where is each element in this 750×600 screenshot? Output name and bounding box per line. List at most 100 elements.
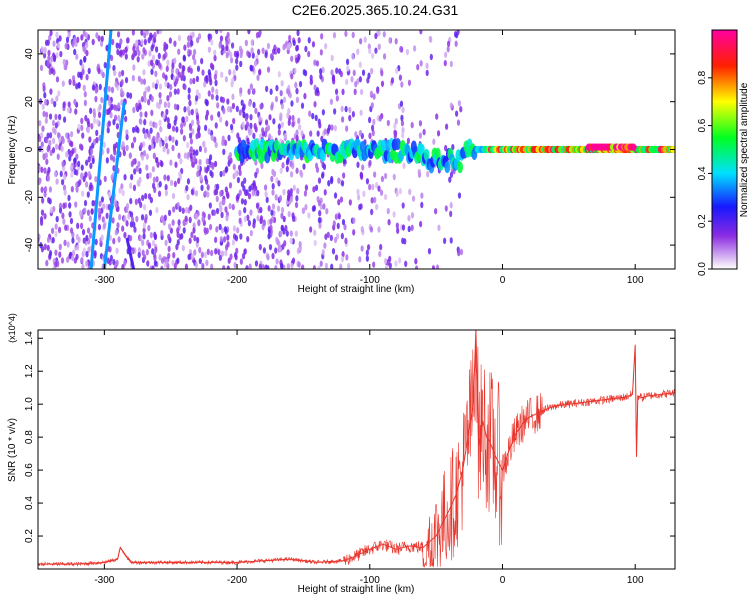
heatmap-cell [351,53,355,60]
heatmap-cell [335,95,339,102]
heatmap-cell [407,214,411,222]
heatmap-cell [173,40,177,47]
heatmap-cell [226,241,230,248]
heatmap-cell [249,113,253,121]
heatmap-cell [61,80,65,87]
heatmap-cell [319,260,323,267]
heatmap-cell [125,37,130,44]
heatmap-cell [201,69,205,76]
heatmap-cell [242,104,246,111]
heatmap-cell [215,226,219,233]
heatmap-cell [89,182,93,189]
heatmap-cell [216,183,220,191]
heatmap-cell [334,254,339,261]
heatmap-cell [47,55,51,62]
heatmap-cell [262,220,266,227]
heatmap-cell [164,189,169,197]
heatmap-cell [207,33,211,40]
heatmap-cell [151,265,155,269]
heatmap-cell [182,65,186,72]
heatmap-cell [126,91,130,99]
heatmap-cell [294,201,299,209]
heatmap-cell [219,190,223,197]
heatmap-cell [214,248,218,255]
heatmap-cell [47,49,51,57]
heatmap-cell [268,114,272,121]
heatmap-cell [189,146,193,153]
heatmap-cell [121,263,125,269]
heatmap-cell [444,205,448,212]
heatmap-cell [288,92,292,99]
heatmap-cell [144,111,148,118]
heatmap-cell [132,106,136,114]
heatmap-cell [449,202,453,209]
heatmap-cell [107,85,111,93]
heatmap-cell [180,74,184,81]
heatmap-cell [369,226,374,233]
heatmap-cell [268,243,273,251]
heatmap-cell [189,67,193,75]
heatmap-cell [419,30,423,35]
heatmap-cell [210,114,214,121]
heatmap-cell [427,247,432,255]
heatmap-cell [401,126,405,134]
heatmap-cell [103,175,107,183]
heatmap-cell [311,112,315,120]
heatmap-cell [184,206,189,214]
y-tick-label: 0.2 [24,529,35,543]
heatmap-cell [83,91,87,98]
heatmap-cell [401,224,406,231]
heatmap-cell [53,100,57,108]
heatmap-cell [330,69,334,76]
snr-x-label: Height of straight line (km) [298,584,415,595]
heatmap-cell [132,64,136,71]
heatmap-cell [407,79,412,86]
heatmap-cell [317,265,321,269]
heatmap-cell [159,30,163,35]
heatmap-cell [346,262,351,269]
heatmap-cell [321,109,325,116]
heatmap-cell [137,180,141,187]
heatmap-cell [262,247,267,254]
heatmap-cell [375,203,379,211]
heatmap-cell [159,126,163,133]
heatmap-cell [222,198,226,206]
snr-frame [37,329,676,570]
snr-series-line [38,330,675,565]
heatmap-cell [183,152,187,159]
heatmap-cell [192,53,196,61]
heatmap-cell [359,203,363,210]
heatmap-cell [113,104,117,111]
heatmap-cell [266,265,270,269]
heatmap-cell [400,120,405,127]
heatmap-cell [65,151,69,158]
heatmap-cell [71,237,75,244]
heatmap-cell [52,54,57,61]
heatmap-streak [89,30,113,269]
heatmap-cell [254,107,258,114]
heatmap-cell [55,52,59,59]
heatmap-cell [290,262,294,269]
heatmap-cell [186,141,190,149]
heatmap-cell [374,47,378,54]
heatmap-cell [255,32,260,39]
heatmap-cell [233,261,237,269]
heatmap-cell [368,47,372,55]
heatmap-cell [395,222,399,229]
heatmap-cell [423,148,430,161]
heatmap-cell [420,201,424,209]
heatmap-cell [54,122,58,129]
colorbar-tick-label: 0.0 [697,262,708,276]
heatmap-cell [241,121,245,128]
heatmap-cell [286,112,290,119]
heatmap-cell [398,74,403,81]
heatmap-cell [267,205,271,212]
heatmap-cell [50,67,54,74]
heatmap-cell [298,241,302,248]
heatmap-cell [130,142,135,149]
heatmap-cell [357,194,361,201]
heatmap-cell [158,254,162,261]
heatmap-cell [235,105,239,113]
heatmap-cell [46,145,50,153]
heatmap-cell [193,48,197,56]
